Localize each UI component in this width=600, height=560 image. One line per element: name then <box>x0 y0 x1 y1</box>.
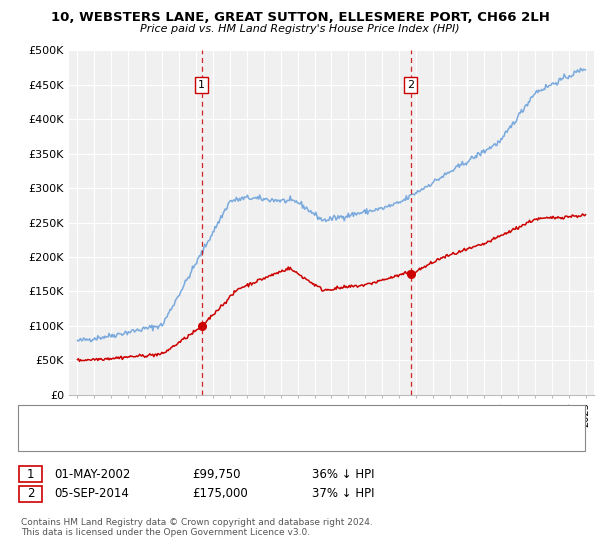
Text: 1: 1 <box>198 80 205 90</box>
Text: £99,750: £99,750 <box>192 468 241 481</box>
Text: 1: 1 <box>27 468 34 481</box>
Text: £175,000: £175,000 <box>192 487 248 501</box>
Text: HPI: Average price, detached house, Cheshire West and Chester: HPI: Average price, detached house, Ches… <box>58 433 378 443</box>
Text: 10, WEBSTERS LANE, GREAT SUTTON, ELLESMERE PORT, CH66 2LH (detached house): 10, WEBSTERS LANE, GREAT SUTTON, ELLESME… <box>58 413 484 423</box>
Text: Contains HM Land Registry data © Crown copyright and database right 2024.
This d: Contains HM Land Registry data © Crown c… <box>21 518 373 538</box>
Text: Price paid vs. HM Land Registry's House Price Index (HPI): Price paid vs. HM Land Registry's House … <box>140 24 460 34</box>
Text: 10, WEBSTERS LANE, GREAT SUTTON, ELLESMERE PORT, CH66 2LH: 10, WEBSTERS LANE, GREAT SUTTON, ELLESME… <box>50 11 550 24</box>
Text: 36% ↓ HPI: 36% ↓ HPI <box>312 468 374 481</box>
Text: 37% ↓ HPI: 37% ↓ HPI <box>312 487 374 501</box>
Text: 01-MAY-2002: 01-MAY-2002 <box>54 468 130 481</box>
Text: 2: 2 <box>407 80 414 90</box>
Text: 05-SEP-2014: 05-SEP-2014 <box>54 487 129 501</box>
Text: 2: 2 <box>27 487 34 501</box>
